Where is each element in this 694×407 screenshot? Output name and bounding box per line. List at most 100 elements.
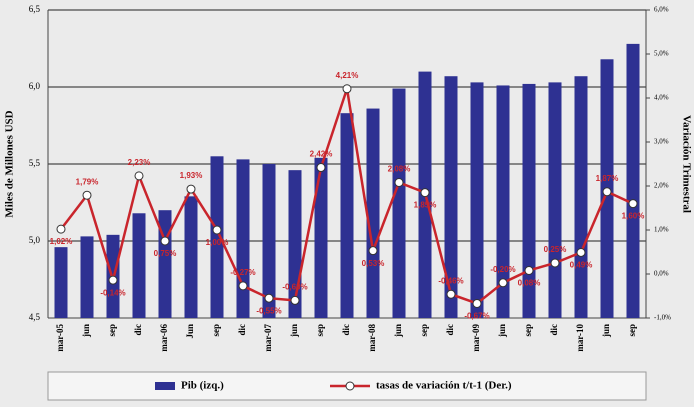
x-tick-label: mar-10 xyxy=(575,324,585,352)
y-tick-label: 4,5 xyxy=(29,312,41,322)
bar xyxy=(210,156,224,318)
data-label: 4,21% xyxy=(336,71,359,80)
bar xyxy=(314,157,328,318)
x-tick-label: sep xyxy=(211,324,221,337)
marker xyxy=(82,190,92,200)
data-label: 1,00% xyxy=(206,238,229,247)
bar xyxy=(392,88,406,318)
x-tick-label: sep xyxy=(315,324,325,337)
x-tick-label: jun xyxy=(601,324,611,338)
bar xyxy=(262,164,276,318)
legend-swatch xyxy=(155,382,175,390)
data-label: 2,23% xyxy=(128,158,151,167)
x-tick-label: mar-06 xyxy=(159,324,169,352)
data-label: -0,67% xyxy=(464,312,489,321)
y2-tick-label: 1,0% xyxy=(654,226,669,234)
data-label: -0,27% xyxy=(230,268,255,277)
marker xyxy=(628,199,638,209)
data-label: 0,49% xyxy=(570,261,593,270)
bar xyxy=(548,82,562,318)
data-label: -0,46% xyxy=(438,276,463,285)
bar xyxy=(496,85,510,319)
marker xyxy=(160,236,170,246)
marker xyxy=(238,281,248,291)
x-tick-label: jun xyxy=(497,324,507,338)
marker xyxy=(498,278,508,288)
x-tick-label: mar-09 xyxy=(471,324,481,352)
x-tick-label: sep xyxy=(419,324,429,337)
bar xyxy=(626,43,640,318)
marker xyxy=(602,187,612,197)
marker xyxy=(342,84,352,94)
data-label: 1,79% xyxy=(76,177,99,186)
y2-axis-title: Variación Trimestral xyxy=(680,115,692,213)
x-tick-label: jun xyxy=(81,324,91,338)
bar xyxy=(132,213,146,318)
data-label: 1,60% xyxy=(622,212,645,221)
data-label: -0,14% xyxy=(100,288,125,297)
bar xyxy=(522,83,536,318)
bar xyxy=(236,159,250,318)
marker xyxy=(576,247,586,257)
data-label: -0,20% xyxy=(490,265,515,274)
marker xyxy=(212,225,222,235)
bar xyxy=(340,113,354,319)
x-tick-label: dic xyxy=(549,324,559,336)
y-tick-label: 6,0 xyxy=(29,81,41,91)
data-label: 2,42% xyxy=(310,150,333,159)
x-tick-label: dic xyxy=(341,324,351,336)
data-label: 2,08% xyxy=(388,165,411,174)
bar xyxy=(444,76,458,318)
x-tick-label: mar-08 xyxy=(367,324,377,352)
y-tick-label: 5,0 xyxy=(29,235,41,245)
data-label: -0,55% xyxy=(256,306,281,315)
y2-tick-label: 4,0% xyxy=(654,94,669,102)
x-tick-label: mar-07 xyxy=(263,324,273,352)
marker xyxy=(420,188,430,198)
bar xyxy=(470,82,484,318)
marker xyxy=(56,224,66,234)
marker xyxy=(368,246,378,256)
data-label: 1,87% xyxy=(596,174,619,183)
y-tick-label: 5,5 xyxy=(29,158,41,168)
data-label: -0,60% xyxy=(282,283,307,292)
marker xyxy=(264,293,274,303)
marker xyxy=(108,275,118,285)
bar xyxy=(184,196,198,318)
data-label: 0,25% xyxy=(544,245,567,254)
data-label: 1,02% xyxy=(50,237,73,246)
data-label: 0,75% xyxy=(154,249,177,258)
y2-tick-label: -1,0% xyxy=(654,314,671,322)
marker xyxy=(524,265,534,275)
marker xyxy=(316,163,326,173)
x-tick-label: sep xyxy=(627,324,637,337)
marker xyxy=(394,177,404,187)
data-label: 0,53% xyxy=(362,259,385,268)
x-tick-label: dic xyxy=(445,324,455,336)
bar xyxy=(80,236,94,318)
x-tick-label: sep xyxy=(107,324,117,337)
bar xyxy=(366,108,380,318)
bar xyxy=(54,247,68,318)
x-tick-label: jun xyxy=(393,324,403,338)
y2-tick-label: 6,0% xyxy=(654,6,669,14)
y-axis-title: Miles de Millones USD xyxy=(4,110,16,217)
x-tick-label: jun xyxy=(289,324,299,338)
y2-tick-label: 0,0% xyxy=(654,270,669,278)
legend-swatch xyxy=(345,381,355,391)
data-label: 0,08% xyxy=(518,279,541,288)
x-tick-label: dic xyxy=(133,324,143,336)
legend-label: tasas de variación t/t-1 (Der.) xyxy=(376,380,512,392)
bar xyxy=(574,76,588,318)
marker xyxy=(290,295,300,305)
y2-tick-label: 5,0% xyxy=(654,50,669,58)
marker xyxy=(134,171,144,181)
y2-tick-label: 2,0% xyxy=(654,182,669,190)
data-label: 1,93% xyxy=(180,171,203,180)
marker xyxy=(550,258,560,268)
y2-tick-label: 3,0% xyxy=(654,138,669,146)
x-tick-label: dic xyxy=(237,324,247,336)
legend-label: Pib (izq.) xyxy=(181,380,224,392)
x-tick-label: sep xyxy=(523,324,533,337)
